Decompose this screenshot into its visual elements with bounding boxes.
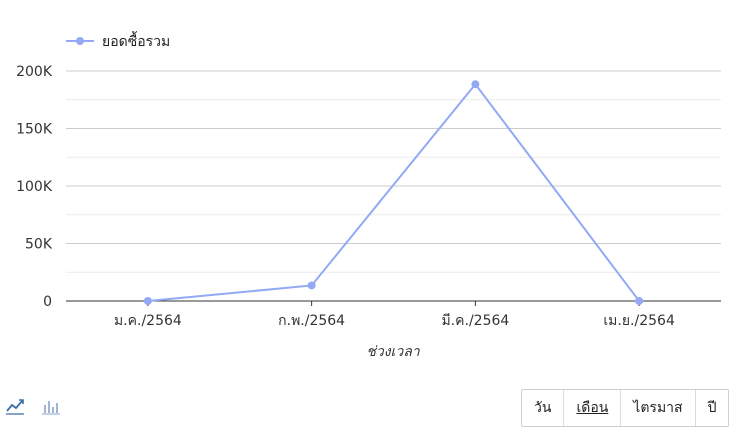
- series-line: [147, 82, 640, 302]
- y-tick-label: 50K: [25, 237, 53, 253]
- x-axis-ticks: ม.ค./2564 ก.พ./2564 มี.ค./2564 เม.ย./2564: [114, 301, 675, 329]
- period-selector: วัน เดือน ไตรมาส ปี: [521, 389, 729, 427]
- data-point[interactable]: [307, 281, 316, 290]
- series-points: [143, 80, 644, 305]
- data-point[interactable]: [471, 80, 480, 89]
- period-month-button[interactable]: เดือน: [564, 390, 622, 426]
- legend-swatch-point: [76, 37, 84, 45]
- x-axis-label: ช่วงเวลา: [366, 344, 420, 360]
- y-tick-label: 200K: [16, 64, 53, 80]
- chart-type-switch: [4, 396, 62, 416]
- line-chart-icon[interactable]: [4, 396, 26, 416]
- bar-chart-icon[interactable]: [40, 396, 62, 416]
- period-year-button[interactable]: ปี: [707, 400, 717, 416]
- data-point[interactable]: [143, 297, 152, 305]
- x-tick-label: ก.พ./2564: [278, 313, 345, 329]
- gridlines: [66, 70, 721, 273]
- x-tick-label: เม.ย./2564: [603, 313, 675, 329]
- y-tick-label: 150K: [16, 122, 53, 138]
- legend[interactable]: ยอดซื้อรวม: [66, 31, 170, 50]
- x-tick-label: มี.ค./2564: [441, 313, 509, 329]
- x-tick-label: ม.ค./2564: [114, 313, 182, 329]
- data-point[interactable]: [635, 297, 644, 305]
- y-tick-label: 0: [43, 294, 52, 310]
- legend-label: ยอดซื้อรวม: [102, 31, 170, 50]
- period-day-button[interactable]: วัน: [522, 390, 565, 426]
- line-chart: ยอดซื้อรวม 0 50K 100K 150K 200K ม.ค./2564 ก.พ…: [16, 31, 721, 360]
- y-axis-ticks: 0 50K 100K 150K 200K: [16, 64, 53, 310]
- period-quarter-button[interactable]: ไตรมาส: [621, 390, 696, 426]
- y-tick-label: 100K: [16, 179, 53, 195]
